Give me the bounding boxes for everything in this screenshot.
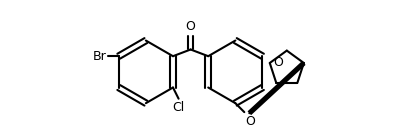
Text: Br: Br — [93, 50, 106, 63]
Text: Cl: Cl — [172, 101, 185, 114]
Text: O: O — [273, 56, 283, 69]
Text: O: O — [186, 20, 195, 33]
Text: O: O — [246, 115, 255, 128]
